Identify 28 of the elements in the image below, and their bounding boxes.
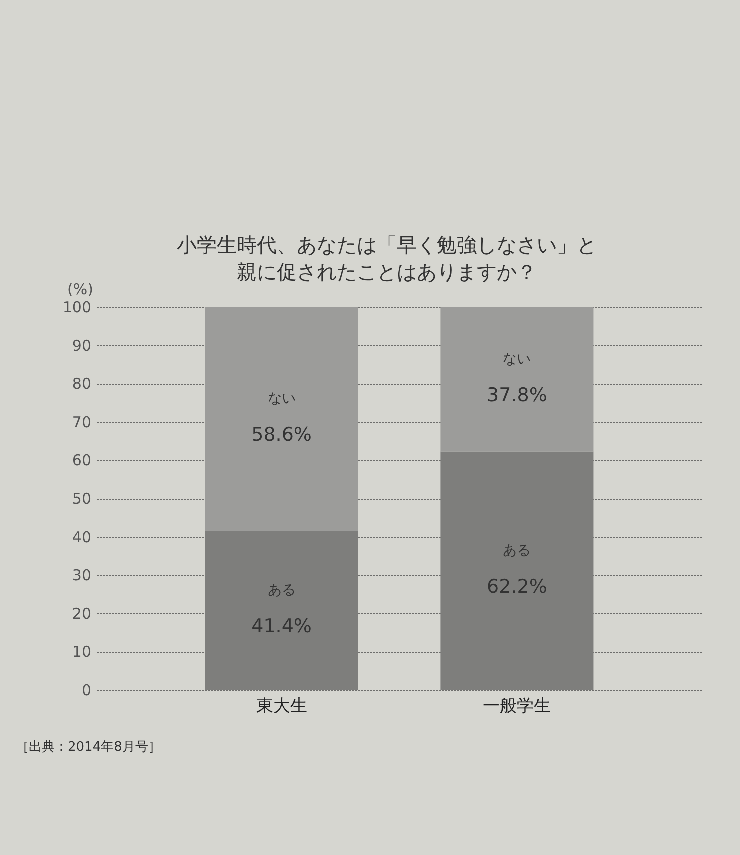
data-label: 37.8%: [487, 384, 548, 406]
bar: [440, 307, 594, 452]
y-tick-label: 30: [72, 566, 92, 585]
y-tick-label: 0: [82, 682, 92, 700]
y-tick-label: 60: [72, 452, 92, 470]
data-label: 62.2%: [487, 576, 548, 598]
bar: [205, 307, 358, 532]
data-label: 41.4%: [252, 616, 312, 638]
chart-title: 小学生時代、あなたは「早く勉強しなさい」と親に促されたことはありますか？: [176, 232, 598, 286]
y-tick-label: 90: [72, 336, 92, 355]
bar: [440, 452, 594, 690]
text: ある: [503, 542, 532, 559]
y-tick-label: 10: [72, 643, 92, 662]
text: ［出典：2014年8月号］: [16, 739, 162, 756]
y-tick-label: 100: [62, 298, 92, 316]
x-tick-label: 東大生: [256, 696, 308, 716]
bar: [205, 531, 358, 690]
data-label: 58.6%: [252, 424, 312, 446]
y-tick-label: 20: [72, 604, 92, 623]
x-tick-label: 一般学生: [483, 696, 552, 716]
series-label: ない: [503, 351, 532, 368]
series-label: ある: [268, 582, 296, 599]
text: ない: [268, 391, 296, 408]
y-tick-label: 50: [72, 490, 92, 508]
y-tick-label: 40: [72, 528, 92, 546]
y-tick-label: 80: [72, 375, 92, 394]
y-axis-title: (%): [68, 280, 94, 298]
y-tick-label: 70: [72, 413, 92, 432]
